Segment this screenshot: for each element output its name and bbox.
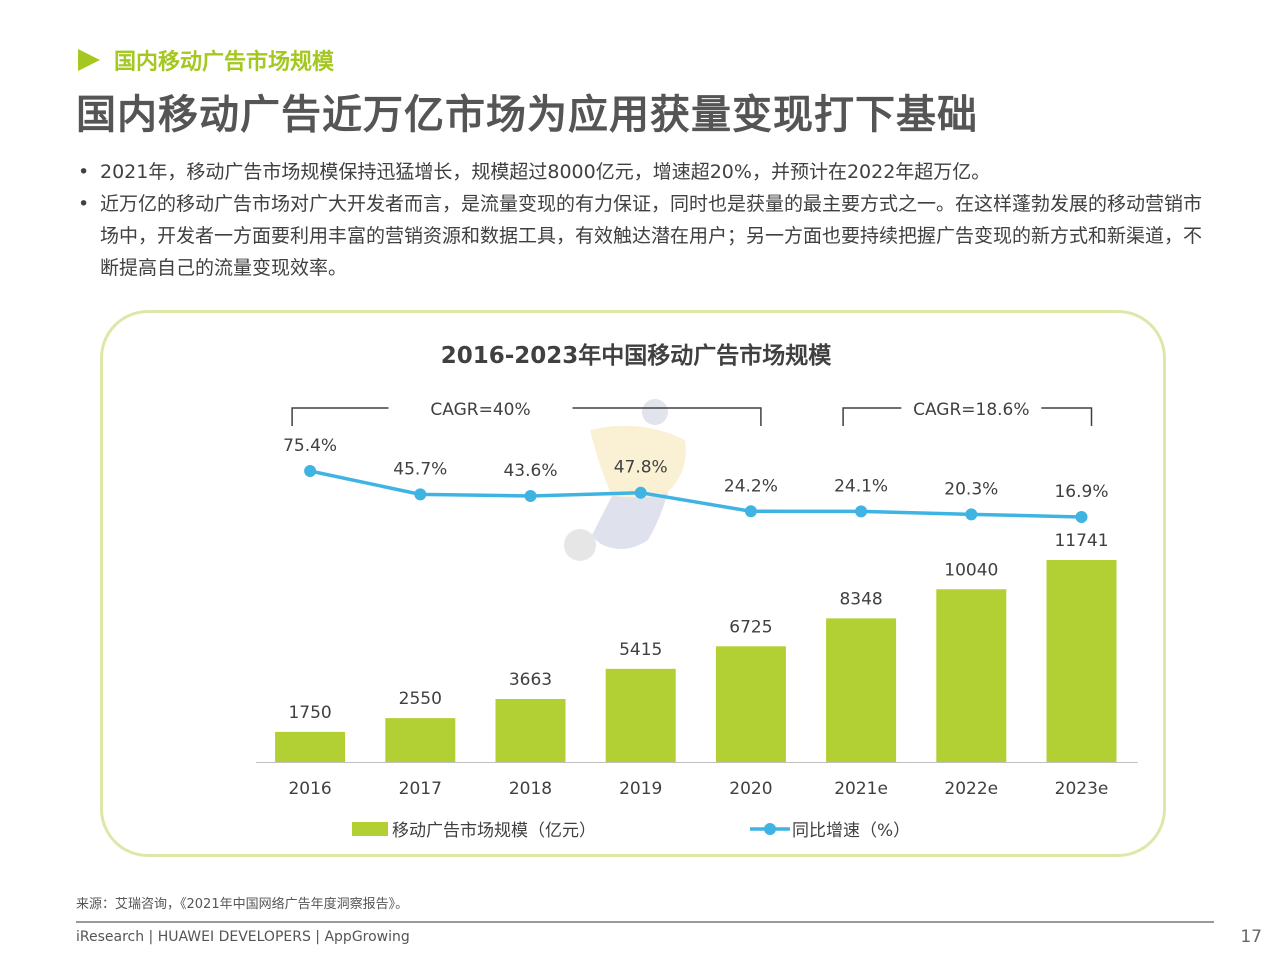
cagr-bracket: [842, 407, 1093, 426]
growth-point-2016: [304, 465, 317, 477]
bullet-list: 2021年，移动广告市场规模保持迅猛增长，规模超过8000亿元，增速超20%，并…: [76, 156, 1216, 284]
growth-value-label: 20.3%: [944, 479, 998, 499]
legend: 移动广告市场规模（亿元） 同比增速（%）: [352, 821, 910, 841]
growth-value-label: 45.7%: [393, 459, 447, 479]
bar-value-label: 10040: [944, 560, 998, 580]
x-tick-label: 2017: [399, 779, 442, 799]
line-layer: [304, 465, 1088, 523]
bars-layer: [256, 560, 1138, 763]
bar-2018: [495, 698, 566, 762]
bar-value-label: 1750: [288, 703, 331, 723]
bar-2020: [715, 646, 786, 762]
bar-value-label: 3663: [509, 670, 552, 690]
growth-point-2023e: [1075, 511, 1088, 523]
growth-point-2021e: [855, 505, 868, 518]
page-number: 17: [1240, 927, 1262, 947]
page-title: 国内移动广告近万亿市场为应用获量变现打下基础: [76, 92, 978, 138]
cagr-label: CAGR=40%: [430, 400, 530, 420]
chart-title: 2016-2023年中国移动广告市场规模: [441, 342, 833, 369]
legend-line-label: 同比增速（%）: [792, 821, 910, 841]
growth-value-label: 43.6%: [503, 461, 557, 481]
x-tick-label: 2018: [509, 779, 552, 799]
bar-2019: [605, 668, 676, 762]
growth-value-label: 47.8%: [614, 458, 668, 478]
runner-body: [590, 425, 686, 501]
x-tick-label: 2022e: [944, 779, 998, 799]
footer-divider: [76, 921, 1214, 923]
bar-value-label: 8348: [839, 589, 882, 609]
x-tick-label: 2023e: [1055, 779, 1109, 799]
bar-value-label: 11741: [1054, 531, 1108, 551]
bar-2023e: [1046, 560, 1117, 762]
runner-shoe: [564, 529, 596, 561]
play-triangle-icon: [78, 49, 100, 71]
growth-value-label: 75.4%: [283, 436, 337, 456]
x-tick-label: 2021e: [834, 779, 888, 799]
growth-point-2022e: [965, 508, 978, 521]
growth-point-2020: [744, 505, 757, 518]
runner-head: [642, 399, 668, 425]
x-tick-label: 2016: [288, 779, 331, 799]
runner-illustration: [564, 399, 686, 561]
x-tick-label: 2020: [729, 779, 772, 799]
bar-value-label: 2550: [399, 689, 442, 709]
growth-point-2018: [524, 490, 537, 503]
legend-bar-label: 移动广告市场规模（亿元）: [392, 821, 596, 841]
runner-leg: [592, 492, 668, 549]
legend-bar-swatch: [352, 822, 388, 836]
bullet-item: 2021年，移动广告市场规模保持迅猛增长，规模超过8000亿元，增速超20%，并…: [76, 156, 1216, 188]
bar-2021e: [826, 618, 897, 762]
section-label: 国内移动广告市场规模: [114, 50, 335, 75]
footer-text: iResearch | HUAWEI DEVELOPERS | AppGrowi…: [76, 929, 410, 945]
growth-value-label: 16.9%: [1054, 482, 1108, 502]
annotations-layer: CAGR=40% CAGR=18.6%: [291, 400, 1093, 426]
section-tag: 国内移动广告市场规模: [78, 44, 334, 76]
labels-layer: 1750 2016 2550 2017 3663 2018 5415 2019 6725 2020…: [283, 436, 1108, 799]
chart-frame: [100, 310, 1166, 857]
bar-value-label: 6725: [729, 617, 772, 637]
cagr-bracket: [291, 407, 762, 426]
cagr-label: CAGR=18.6%: [913, 400, 1029, 420]
legend-line-marker: [764, 823, 776, 835]
growth-point-2019: [634, 486, 647, 499]
bar-2016: [275, 731, 346, 762]
growth-value-label: 24.2%: [724, 476, 778, 496]
growth-point-2017: [414, 488, 427, 501]
growth-value-label: 24.1%: [834, 476, 888, 496]
source-note: 来源：艾瑞咨询，《2021年中国网络广告年度洞察报告》。: [76, 897, 409, 912]
bar-value-label: 5415: [619, 640, 662, 660]
x-tick-label: 2019: [619, 779, 662, 799]
bar-2017: [385, 718, 456, 762]
growth-rate-line: [309, 469, 1082, 519]
bullet-item: 近万亿的移动广告市场对广大开发者而言，是流量变现的有力保证，同时也是获量的最主要…: [76, 188, 1216, 284]
bar-2022e: [936, 589, 1007, 762]
